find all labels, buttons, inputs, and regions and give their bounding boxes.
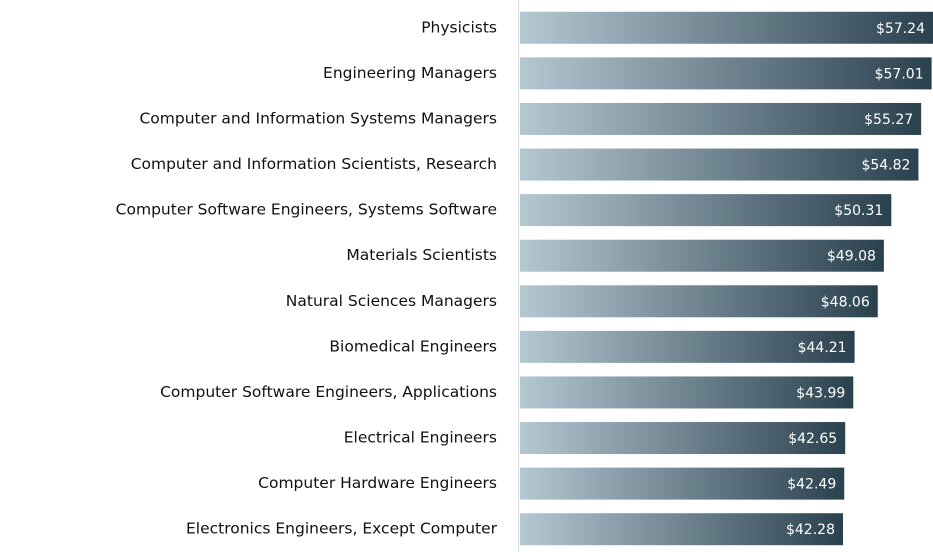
value-label: $55.27 xyxy=(864,112,913,128)
value-label: $57.24 xyxy=(876,21,925,37)
bar xyxy=(520,330,855,363)
bar xyxy=(520,57,932,90)
value-label: $57.01 xyxy=(875,66,924,82)
value-label: $50.31 xyxy=(834,203,883,219)
value-label: $44.21 xyxy=(798,340,847,356)
value-label: $42.28 xyxy=(786,522,835,538)
value-label: $42.65 xyxy=(788,431,837,447)
bar xyxy=(520,513,843,546)
category-label: Electronics Engineers, Except Computer xyxy=(186,520,498,538)
category-label: Computer and Information Scientists, Res… xyxy=(131,155,497,173)
category-label: Computer and Information Systems Manager… xyxy=(139,109,497,127)
value-label: $49.08 xyxy=(827,249,876,265)
bar xyxy=(520,102,922,135)
bar xyxy=(520,148,919,181)
category-label: Engineering Managers xyxy=(323,64,497,82)
bar xyxy=(520,11,933,44)
category-label: Computer Software Engineers, Systems Sof… xyxy=(116,201,497,219)
bar xyxy=(520,376,854,409)
category-label: Computer Software Engineers, Application… xyxy=(160,383,497,401)
category-label: Electrical Engineers xyxy=(344,429,497,447)
value-label: $48.06 xyxy=(821,294,870,310)
value-label: $54.82 xyxy=(861,158,910,174)
category-label: Physicists xyxy=(421,18,497,36)
category-label: Computer Hardware Engineers xyxy=(258,474,497,492)
bar xyxy=(520,194,892,227)
value-label: $42.49 xyxy=(787,477,836,493)
category-label: Materials Scientists xyxy=(346,246,497,264)
category-label: Biomedical Engineers xyxy=(329,337,497,355)
bar xyxy=(520,422,846,455)
category-label: Natural Sciences Managers xyxy=(286,292,497,310)
value-label: $43.99 xyxy=(796,385,845,401)
bar xyxy=(520,285,878,318)
bar xyxy=(520,239,884,272)
bar xyxy=(520,467,845,500)
